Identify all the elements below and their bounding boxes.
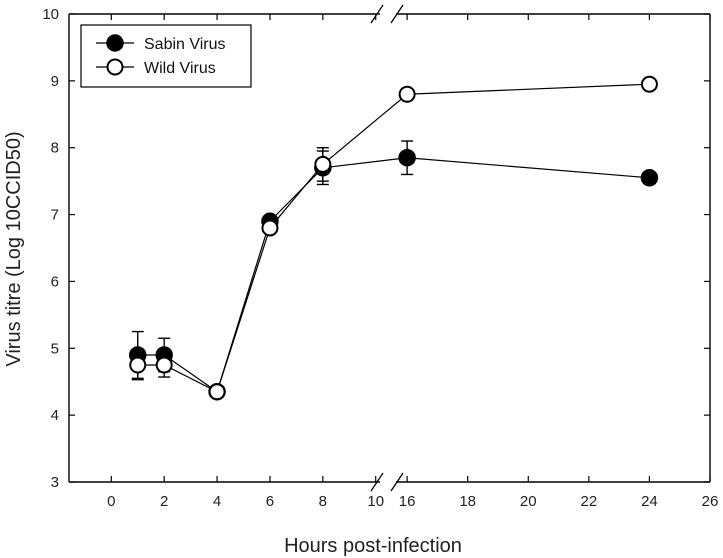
axis-break-gap [380, 475, 396, 489]
x-tick-label: 4 [213, 493, 221, 510]
x-axis-label: Hours post-infection [284, 535, 462, 557]
x-tick-label: 10 [367, 493, 384, 510]
legend-marker-wild [106, 58, 124, 76]
axis-break-gap [380, 7, 396, 21]
data-point [640, 75, 658, 93]
y-tick-label: 3 [51, 474, 59, 491]
axis-break-slash [370, 4, 384, 24]
axis-break-group [370, 4, 404, 492]
y-tick-label: 9 [51, 73, 59, 90]
x-tick-label: 26 [702, 493, 719, 510]
series-line [137, 83, 650, 393]
data-point [261, 219, 279, 237]
x-tick-label: 20 [520, 493, 537, 510]
data-point [398, 148, 416, 167]
series-line [137, 157, 650, 393]
x-tick-label: 2 [160, 493, 168, 510]
y-tick-label: 5 [51, 340, 59, 357]
y-tick-label: 6 [51, 273, 59, 290]
data-point [398, 85, 416, 103]
x-tick-label: 24 [641, 493, 658, 510]
x-tick-label: 6 [266, 493, 274, 510]
x-tick-label: 18 [459, 493, 476, 510]
y-axis-label: Virus titre (Log 10CCID50) [3, 131, 25, 366]
data-point [129, 356, 147, 374]
legend-label-sabin: Sabin Virus [144, 36, 226, 53]
data-point [314, 155, 332, 173]
x-tick-label: 16 [399, 493, 416, 510]
series-group [128, 75, 659, 401]
x-tick-label: 22 [581, 493, 598, 510]
y-tick-label: 10 [42, 6, 59, 23]
y-tick-label: 7 [51, 207, 59, 224]
x-tick-label: 0 [107, 493, 115, 510]
legend: Sabin Virus Wild Virus [80, 24, 252, 88]
legend-marker-sabin [106, 34, 124, 52]
data-point [155, 356, 173, 374]
y-tick-label: 4 [51, 407, 59, 424]
x-tick-label: 8 [319, 493, 327, 510]
legend-label-wild: Wild Virus [144, 60, 216, 77]
axis-break-slash [390, 472, 404, 492]
legend-box [80, 24, 252, 88]
data-point [208, 383, 226, 401]
y-tick-label: 8 [51, 140, 59, 157]
axis-break-slash [370, 472, 384, 492]
data-point [640, 169, 659, 187]
axis-break-slash [390, 4, 404, 24]
